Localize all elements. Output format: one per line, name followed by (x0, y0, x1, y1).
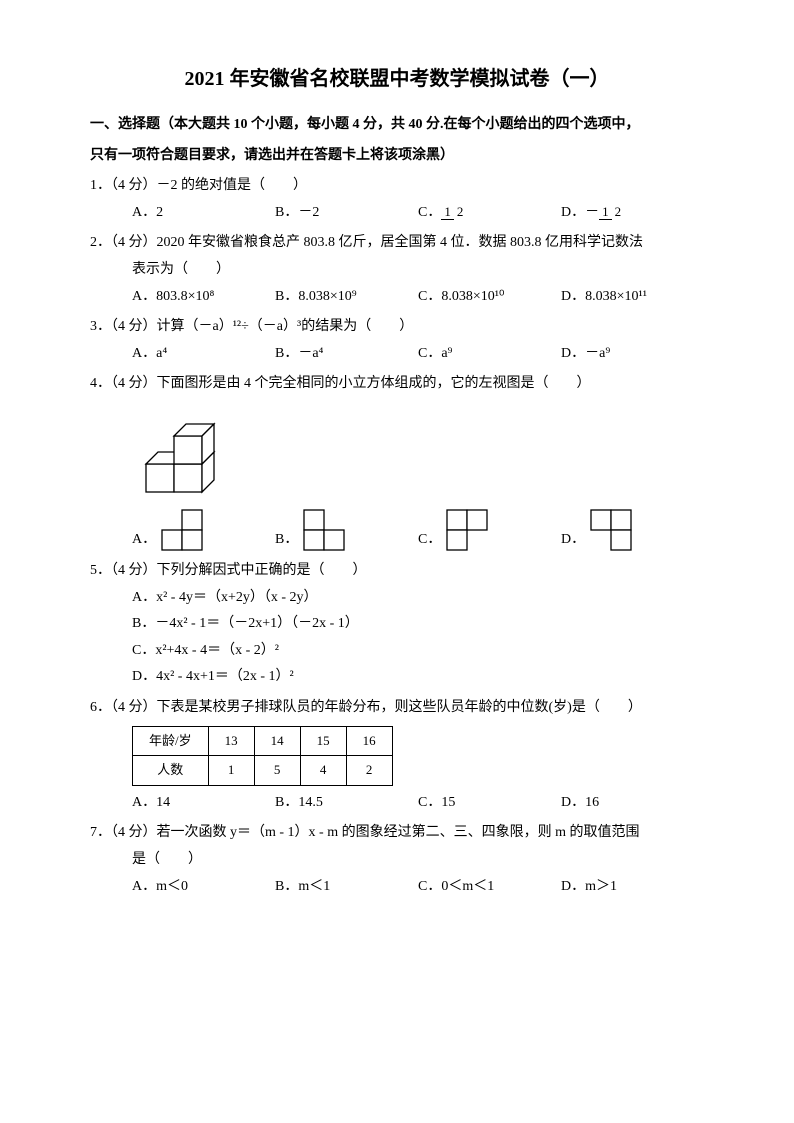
q4-opt-d: D． (561, 506, 704, 554)
q4-opt-a: A． (132, 506, 275, 554)
q2-opt-a: A．803.8×10⁸ (132, 284, 275, 311)
question-6: 6．（4 分）下表是某校男子排球队员的年龄分布，则这些队员年龄的中位数(岁)是（… (90, 695, 704, 817)
q6-opt-a: A．14 (132, 790, 275, 817)
q6-opt-c: C．15 (418, 790, 561, 817)
q7-opt-d: D．m＞1 (561, 874, 704, 901)
q1-opt-b: B．－2 (275, 200, 418, 227)
q7-opt-c: C．0＜m＜1 (418, 874, 561, 901)
q2-opt-b: B．8.038×10⁹ (275, 284, 418, 311)
q2-opt-d: D．8.038×10¹¹ (561, 284, 704, 311)
q3-stem: 3．（4 分）计算（－a）¹²÷（－a）³的结果为（ ） (90, 314, 704, 341)
q1-opt-c: C．12 (418, 200, 561, 227)
q2-stem-l2: 表示为（ ） (90, 257, 704, 284)
question-5: 5．（4 分）下列分解因式中正确的是（ ） A．x² - 4y＝（x+2y）（x… (90, 558, 704, 691)
question-7: 7．（4 分）若一次函数 y＝（m - 1）x - m 的图象经过第二、三、四象… (90, 820, 704, 900)
q7-opt-b: B．m＜1 (275, 874, 418, 901)
q7-stem-l1: 7．（4 分）若一次函数 y＝（m - 1）x - m 的图象经过第二、三、四象… (90, 820, 704, 847)
q5-opt-b: B．－4x² - 1＝（－2x+1）（－2x - 1） (90, 611, 704, 638)
section-header-line2: 只有一项符合题目要求，请选出并在答题卡上将该项涂黑） (90, 143, 704, 170)
q5-stem: 5．（4 分）下列分解因式中正确的是（ ） (90, 558, 704, 585)
q5-opt-c: C．x²+4x - 4＝（x - 2）² (90, 638, 704, 665)
q3-opt-a: A．a⁴ (132, 341, 275, 368)
question-1: 1．（4 分）－2 的绝对值是（ ） A．2 B．－2 C．12 D．－12 (90, 173, 704, 226)
section-header-line1: 一、选择题（本大题共 10 个小题，每小题 4 分，共 40 分.在每个小题给出… (90, 112, 704, 139)
question-3: 3．（4 分）计算（－a）¹²÷（－a）³的结果为（ ） A．a⁴ B．－a⁴ … (90, 314, 704, 367)
q1-opt-a: A．2 (132, 200, 275, 227)
q3-opt-c: C．a⁹ (418, 341, 561, 368)
question-4: 4．（4 分）下面图形是由 4 个完全相同的小立方体组成的，它的左视图是（ ） … (90, 371, 704, 554)
q6-stem: 6．（4 分）下表是某校男子排球队员的年龄分布，则这些队员年龄的中位数(岁)是（… (90, 695, 704, 722)
q4-figure (132, 404, 704, 500)
question-2: 2．（4 分）2020 年安徽省粮食总产 803.8 亿斤，居全国第 4 位．数… (90, 230, 704, 310)
q5-opt-a: A．x² - 4y＝（x+2y）（x - 2y） (90, 585, 704, 612)
q6-opt-d: D．16 (561, 790, 704, 817)
q6-table: 年龄/岁13141516 人数1542 (132, 726, 393, 786)
q6-opt-b: B．14.5 (275, 790, 418, 817)
q2-stem-l1: 2．（4 分）2020 年安徽省粮食总产 803.8 亿斤，居全国第 4 位．数… (90, 230, 704, 257)
q4-stem: 4．（4 分）下面图形是由 4 个完全相同的小立方体组成的，它的左视图是（ ） (90, 371, 704, 398)
q1-stem: 1．（4 分）－2 的绝对值是（ ） (90, 173, 704, 200)
q2-opt-c: C．8.038×10¹⁰ (418, 284, 561, 311)
q4-opt-b: B． (275, 506, 418, 554)
q3-opt-b: B．－a⁴ (275, 341, 418, 368)
q7-opt-a: A．m＜0 (132, 874, 275, 901)
q1-opt-d: D．－12 (561, 200, 704, 227)
q5-opt-d: D．4x² - 4x+1＝（2x - 1）² (90, 664, 704, 691)
q7-stem-l2: 是（ ） (90, 847, 704, 874)
page-title: 2021 年安徽省名校联盟中考数学模拟试卷（一） (90, 60, 704, 98)
q4-opt-c: C． (418, 506, 561, 554)
q3-opt-d: D．－a⁹ (561, 341, 704, 368)
